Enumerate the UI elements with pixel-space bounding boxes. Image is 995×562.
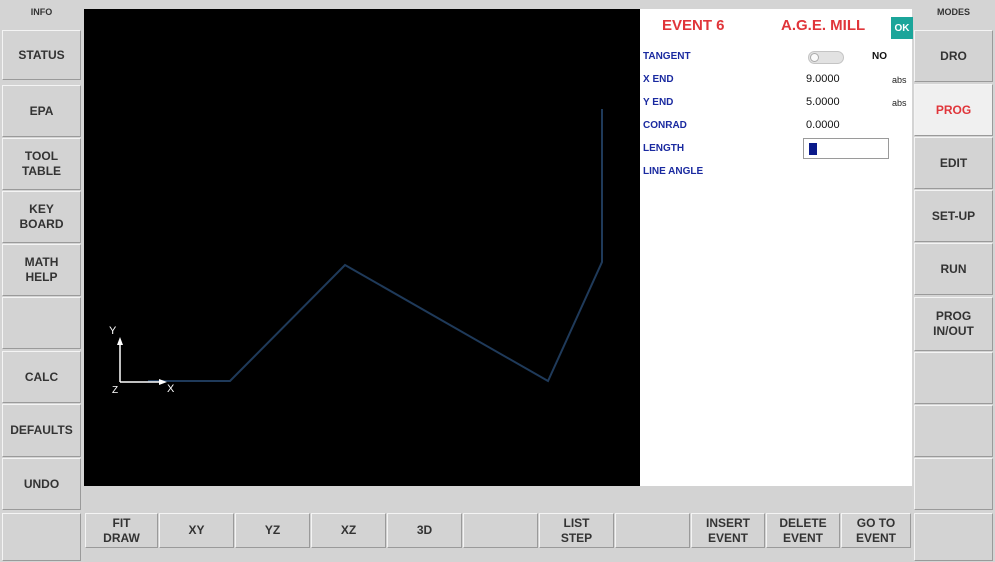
defaults-button[interactable]: DEFAULTS xyxy=(2,404,81,457)
list-step-button[interactable]: LIST STEP xyxy=(539,513,614,548)
x-end-value[interactable]: 9.0000 xyxy=(806,73,840,85)
line-angle-label: LINE ANGLE xyxy=(643,166,704,177)
prog-button[interactable]: PROG xyxy=(914,84,993,136)
axis-x-label: X xyxy=(167,383,175,395)
dro-button[interactable]: DRO xyxy=(914,30,993,82)
fit-draw-button[interactable]: FIT DRAW xyxy=(85,513,158,548)
delete-event-button[interactable]: DELETE EVENT xyxy=(766,513,840,548)
prog-inout-button[interactable]: PROG IN/OUT xyxy=(914,297,993,351)
status-button[interactable]: STATUS xyxy=(2,30,81,80)
epa-button[interactable]: EPA xyxy=(2,85,81,137)
tangent-label: TANGENT xyxy=(643,51,691,62)
x-end-label: X END xyxy=(643,74,674,85)
info-header: INFO xyxy=(30,6,53,17)
toolpath-canvas[interactable]: Y X Z xyxy=(84,9,640,486)
blank-left-button[interactable] xyxy=(2,297,81,349)
axis-z-label: Z xyxy=(112,385,118,396)
conrad-label: CONRAD xyxy=(643,120,687,131)
tool-table-button[interactable]: TOOL TABLE xyxy=(2,138,81,190)
mode-title: A.G.E. MILL xyxy=(781,17,866,34)
tangent-value: NO xyxy=(872,51,887,62)
undo-button[interactable]: UNDO xyxy=(2,458,81,510)
toolpath-line xyxy=(148,109,603,383)
xz-button[interactable]: XZ xyxy=(311,513,386,548)
ok-button[interactable]: OK xyxy=(891,17,913,39)
toggle-knob xyxy=(810,53,819,62)
modes-header: MODES xyxy=(936,6,970,17)
y-end-value[interactable]: 5.0000 xyxy=(806,96,840,108)
tangent-toggle[interactable] xyxy=(808,51,844,64)
message-strip xyxy=(84,486,912,511)
y-end-unit: abs xyxy=(892,98,907,108)
yz-button[interactable]: YZ xyxy=(235,513,310,548)
blank-right-button-3[interactable] xyxy=(914,458,993,510)
corner-blank xyxy=(2,513,81,561)
keyboard-button[interactable]: KEY BOARD xyxy=(2,191,81,243)
xy-button[interactable]: XY xyxy=(159,513,234,548)
math-help-button[interactable]: MATH HELP xyxy=(2,244,81,296)
length-input[interactable] xyxy=(803,138,889,159)
conrad-value[interactable]: 0.0000 xyxy=(806,119,840,131)
blank-right-button-1[interactable] xyxy=(914,352,993,404)
go-to-event-button[interactable]: GO TO EVENT xyxy=(841,513,911,548)
blank-bottom-button-1[interactable] xyxy=(463,513,538,548)
x-end-unit: abs xyxy=(892,75,907,85)
event-panel: EVENT 6 A.G.E. MILL OK TANGENT NO X END … xyxy=(640,9,913,486)
3d-button[interactable]: 3D xyxy=(387,513,462,548)
blank-bottom-button-2[interactable] xyxy=(615,513,690,548)
edit-button[interactable]: EDIT xyxy=(914,137,993,189)
setup-button[interactable]: SET-UP xyxy=(914,190,993,242)
toolpath-drawing: Y X Z xyxy=(109,109,603,396)
y-end-label: Y END xyxy=(643,97,674,108)
run-button[interactable]: RUN xyxy=(914,243,993,295)
calc-button[interactable]: CALC xyxy=(2,351,81,403)
event-title: EVENT 6 xyxy=(662,17,725,34)
blank-right-corner xyxy=(914,513,993,561)
axis-indicator xyxy=(117,337,167,385)
blank-right-button-2[interactable] xyxy=(914,405,993,457)
length-label: LENGTH xyxy=(643,143,685,154)
bottom-toolbar: FIT DRAW XY YZ XZ 3D LIST STEP INSERT EV… xyxy=(84,486,912,562)
input-caret xyxy=(809,143,817,155)
axis-y-label: Y xyxy=(109,325,117,337)
insert-event-button[interactable]: INSERT EVENT xyxy=(691,513,765,548)
